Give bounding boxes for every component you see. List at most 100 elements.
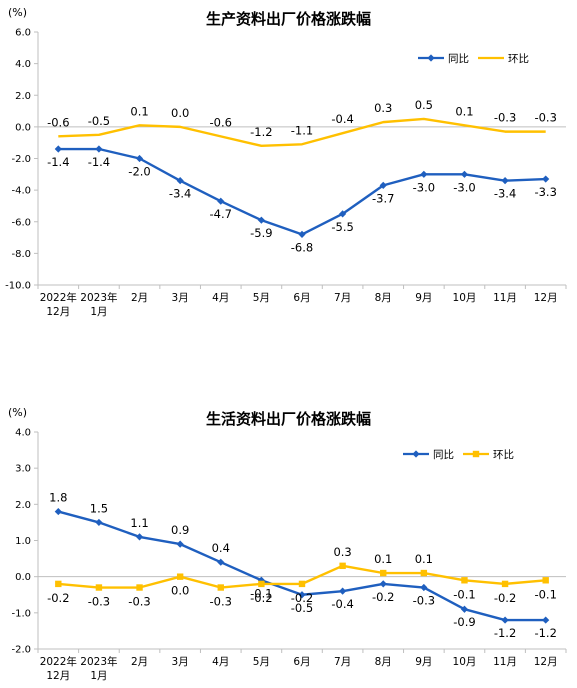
data-label: -1.4 [47, 155, 69, 169]
data-label: -3.0 [413, 180, 435, 194]
data-label: -0.3 [494, 111, 516, 125]
data-label: 0.1 [130, 104, 148, 118]
data-point [217, 584, 224, 591]
data-point [95, 584, 103, 591]
x-tick-label: 4月 [212, 656, 229, 668]
y-tick-label: 4.0 [15, 59, 31, 70]
y-tick-label: 2.0 [15, 91, 31, 102]
data-point [54, 145, 62, 153]
x-tick-label: 10月 [453, 656, 477, 668]
y-axis-unit: (%) [8, 406, 28, 419]
data-label: 1.5 [90, 501, 108, 515]
data-label: 0.1 [415, 552, 433, 566]
data-label: -6.8 [291, 240, 313, 254]
data-point [460, 170, 469, 178]
data-point [176, 540, 184, 548]
data-point [542, 175, 550, 183]
data-label: -0.3 [534, 111, 556, 125]
data-point [298, 591, 306, 599]
data-point [339, 210, 347, 218]
data-point [95, 145, 103, 153]
y-tick-label: 3.0 [15, 464, 31, 475]
y-tick-label: 2.0 [15, 500, 31, 511]
data-point [542, 616, 550, 624]
data-label: -0.3 [128, 595, 150, 609]
data-label: 0.1 [455, 104, 473, 118]
data-label: -0.6 [210, 115, 232, 129]
data-label: -1.2 [250, 125, 272, 139]
data-label: -0.3 [88, 595, 110, 609]
data-label: 0.0 [171, 584, 189, 598]
data-label: -0.3 [210, 595, 232, 609]
x-tick-label: 1月 [90, 670, 107, 682]
chart-title: 生产资料出厂价格涨跌幅 [205, 10, 371, 28]
y-tick-label: -10.0 [5, 281, 31, 292]
data-label: -0.4 [331, 112, 353, 126]
data-label: -3.7 [372, 191, 394, 205]
y-tick-label: -1.0 [11, 608, 31, 619]
x-tick-label: 3月 [172, 292, 189, 304]
x-tick-label: 2022年 [40, 291, 77, 304]
data-point [176, 573, 184, 580]
x-tick-label: 6月 [293, 656, 310, 668]
data-label: -0.2 [291, 591, 313, 605]
y-tick-label: -4.0 [11, 186, 31, 197]
data-label: -0.9 [453, 615, 475, 629]
data-label: 0.9 [171, 523, 189, 537]
x-tick-label: 2023年 [80, 291, 117, 304]
data-label: -0.4 [331, 597, 353, 611]
data-label: 0.1 [374, 552, 392, 566]
data-point [339, 587, 347, 595]
data-point [135, 533, 144, 541]
data-label: -4.7 [210, 207, 232, 221]
data-point [501, 580, 509, 588]
x-tick-label: 5月 [253, 292, 270, 304]
x-tick-label: 5月 [253, 656, 270, 668]
data-label: 0.5 [415, 98, 433, 112]
data-label: -1.1 [291, 123, 313, 137]
data-point [136, 584, 143, 591]
y-axis-unit: (%) [8, 6, 28, 19]
y-tick-label: -2.0 [11, 645, 31, 656]
y-tick-label: 4.0 [15, 428, 31, 439]
x-tick-label: 2022年 [40, 655, 77, 668]
data-point [217, 197, 225, 205]
data-point [420, 170, 428, 178]
data-label: -0.2 [372, 590, 394, 604]
x-tick-label: 11月 [493, 656, 517, 668]
x-tick-label: 8月 [375, 656, 392, 668]
data-label: -5.9 [250, 226, 272, 240]
data-point [135, 154, 144, 163]
data-point [420, 569, 428, 577]
data-label: -2.0 [128, 165, 150, 179]
x-tick-label: 6月 [293, 292, 310, 304]
data-point [380, 569, 387, 577]
data-label: -3.4 [169, 187, 191, 201]
data-point [339, 562, 346, 570]
data-label: 0.4 [212, 541, 230, 555]
data-point [55, 580, 62, 588]
x-tick-label: 9月 [415, 656, 432, 668]
data-point [176, 177, 184, 185]
data-label: 0.0 [171, 106, 189, 120]
chart-title: 生活资料出厂价格涨跌幅 [205, 410, 371, 428]
y-tick-label: 0.0 [15, 572, 31, 583]
data-label: -0.1 [250, 586, 272, 600]
y-tick-label: 0.0 [15, 122, 31, 133]
data-point [379, 181, 387, 189]
x-tick-label: 9月 [415, 292, 432, 304]
data-point [542, 577, 549, 584]
x-tick-label: 2023年 [80, 655, 117, 668]
data-label: -0.5 [291, 601, 313, 615]
legend-marker [412, 450, 420, 458]
data-point [298, 580, 306, 588]
legend-label: 同比 [433, 448, 454, 461]
data-label: -0.1 [453, 587, 475, 601]
data-label: -5.5 [331, 220, 353, 234]
data-label: 0.3 [333, 545, 351, 559]
data-point [257, 216, 265, 224]
data-point [461, 577, 468, 584]
x-tick-label: 12月 [46, 306, 70, 318]
y-tick-label: -8.0 [11, 249, 31, 260]
x-tick-label: 12月 [46, 670, 70, 682]
